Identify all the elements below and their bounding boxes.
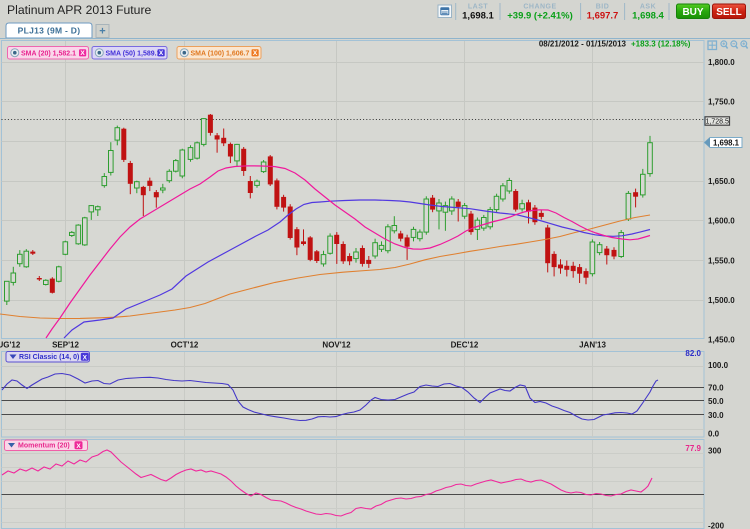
svg-text:X: X xyxy=(80,50,85,57)
svg-text:1,697.7: 1,697.7 xyxy=(587,11,619,22)
svg-text:1,698.1: 1,698.1 xyxy=(713,138,740,147)
svg-text:1,650.0: 1,650.0 xyxy=(708,177,735,186)
svg-text:50.0: 50.0 xyxy=(708,397,724,406)
svg-text:70.0: 70.0 xyxy=(708,384,724,393)
svg-text:X: X xyxy=(76,443,81,450)
svg-text:-200: -200 xyxy=(708,522,725,529)
svg-text:X: X xyxy=(159,50,164,57)
svg-text:1,800.0: 1,800.0 xyxy=(708,58,735,67)
svg-text:Momentum (20): Momentum (20) xyxy=(18,443,70,450)
svg-text:SMA (50) 1,589.1: SMA (50) 1,589.1 xyxy=(106,51,161,58)
svg-text:NOV'12: NOV'12 xyxy=(322,341,351,350)
svg-text:1,600.0: 1,600.0 xyxy=(708,217,735,226)
svg-text:BUY: BUY xyxy=(682,7,703,18)
svg-text:CHANGE: CHANGE xyxy=(523,4,556,11)
svg-text:LAST: LAST xyxy=(468,4,489,11)
svg-text:SELL: SELL xyxy=(716,7,742,18)
svg-text:X: X xyxy=(253,50,258,57)
svg-text:BID: BID xyxy=(596,4,610,11)
svg-text:1,750.0: 1,750.0 xyxy=(708,98,735,107)
svg-text:+183.3 (12.18%): +183.3 (12.18%) xyxy=(631,39,691,48)
svg-text:1,728.5: 1,728.5 xyxy=(706,118,729,125)
svg-text:300: 300 xyxy=(708,447,722,456)
svg-text:RSI Classic (14, 0): RSI Classic (14, 0) xyxy=(19,354,79,361)
svg-text:ASK: ASK xyxy=(640,4,656,11)
svg-text:1,698.4: 1,698.4 xyxy=(632,11,664,22)
svg-text:SMA (20) 1,582.1: SMA (20) 1,582.1 xyxy=(21,51,76,58)
svg-text:OCT'12: OCT'12 xyxy=(171,341,199,350)
svg-text:1,550.0: 1,550.0 xyxy=(708,257,735,266)
svg-text:AUG'12: AUG'12 xyxy=(0,341,21,350)
svg-text:DEC'12: DEC'12 xyxy=(451,341,479,350)
svg-text:X: X xyxy=(83,355,88,362)
svg-text:+: + xyxy=(99,26,105,38)
svg-text:1,500.0: 1,500.0 xyxy=(708,296,735,305)
svg-text:PLJ13 (9M - D): PLJ13 (9M - D) xyxy=(18,26,81,36)
svg-text:SMA (100) 1,606.7: SMA (100) 1,606.7 xyxy=(191,51,250,58)
svg-text:1,450.0: 1,450.0 xyxy=(708,336,735,345)
svg-text:77.9: 77.9 xyxy=(685,444,701,453)
svg-text:Platinum APR 2013 Future: Platinum APR 2013 Future xyxy=(7,3,152,17)
svg-text:SEP'12: SEP'12 xyxy=(52,341,79,350)
svg-text:82.0: 82.0 xyxy=(685,349,701,358)
svg-text:1,698.1: 1,698.1 xyxy=(462,11,494,22)
svg-text:+39.9 (+2.41%): +39.9 (+2.41%) xyxy=(507,11,573,22)
svg-text:08/21/2012 - 01/15/2013: 08/21/2012 - 01/15/2013 xyxy=(539,39,627,48)
svg-text:30.0: 30.0 xyxy=(708,411,724,420)
svg-text:0.0: 0.0 xyxy=(708,430,720,439)
svg-text:100.0: 100.0 xyxy=(708,361,729,370)
svg-text:JAN'13: JAN'13 xyxy=(579,341,606,350)
